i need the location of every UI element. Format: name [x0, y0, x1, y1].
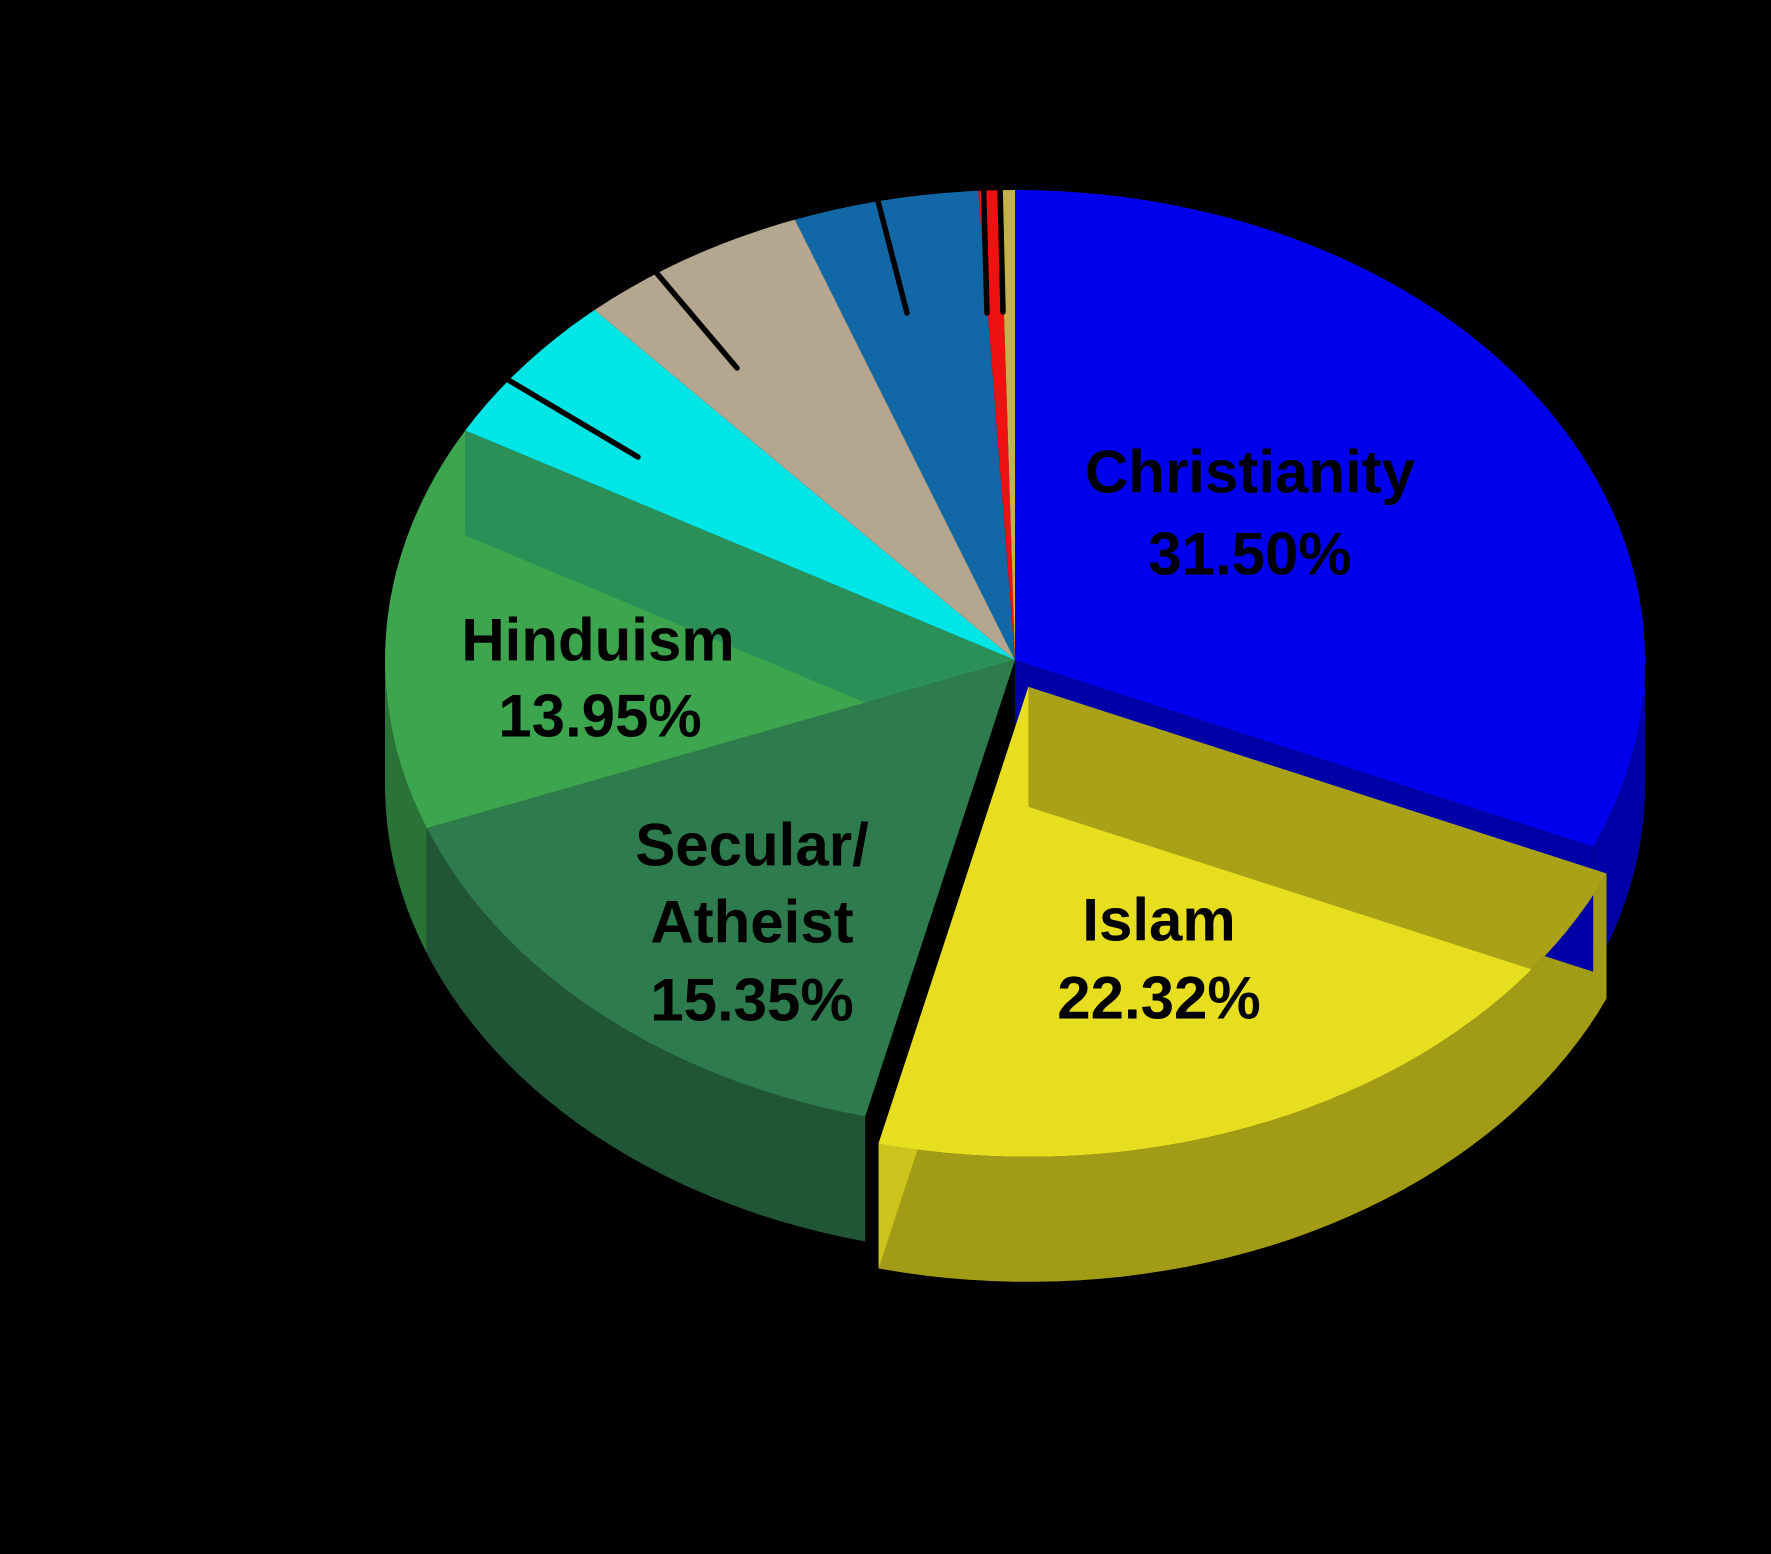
pie-slice-hinduism — [385, 430, 1016, 829]
pie-slice-unlabeled-tan — [594, 219, 1015, 660]
pie-slice-unlabeled-steel-blue — [794, 190, 1015, 661]
leader-line-unlabeled-tan — [536, 131, 740, 371]
pie-slice-christianity — [1015, 190, 1645, 847]
leader-line-unlabeled-red — [977, 57, 990, 316]
slice-label-secular-atheist-line1: Atheist — [650, 889, 853, 956]
slice-label-islam-line1: 22.32% — [1057, 965, 1261, 1032]
islam-slice-shadow-band — [1028, 686, 1607, 994]
slice-label-islam-line0: Islam — [1082, 887, 1235, 954]
leader-line-unlabeled-khaki — [994, 57, 1006, 315]
hinduism-slice-shadow-band — [465, 430, 1015, 765]
pie-slice-secular-atheist — [426, 660, 1015, 1117]
pie-slice-hinduism-rim-wall — [385, 660, 427, 954]
leader-line-unlabeled-steel-blue — [839, 59, 910, 316]
slice-label-hinduism-line1: 13.95% — [498, 683, 702, 750]
leader-line-unlabeled-cyan — [347, 283, 641, 460]
pie-slice-islam — [878, 686, 1607, 1157]
slice-label-secular-atheist-line0: Secular/ — [635, 812, 869, 879]
slice-label-christianity-line0: Christianity — [1085, 439, 1416, 506]
pie-slice-unlabeled-cyan — [465, 310, 1015, 660]
slice-label-hinduism-line0: Hinduism — [461, 607, 734, 674]
pie-slice-islam-rim-wall — [878, 873, 1607, 1282]
pie-slice-secular-atheist-rim-wall — [426, 828, 866, 1242]
slice-label-secular-atheist-line2: 15.35% — [650, 967, 854, 1034]
slice-label-christianity-line1: 31.50% — [1148, 521, 1352, 588]
